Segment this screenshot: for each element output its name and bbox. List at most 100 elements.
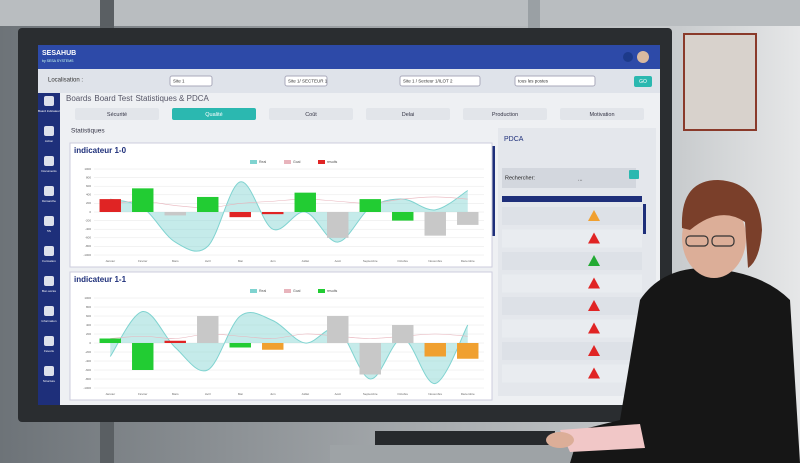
x-tick-label: Août [335,259,341,263]
tab[interactable] [75,108,159,120]
sidebar-icon[interactable] [44,366,54,376]
pdca-row [502,319,642,338]
legend-label: Real [259,289,266,293]
y-tick-label: 1000 [84,167,91,171]
desk [330,445,590,463]
bar [132,188,154,212]
x-tick-label: Septembre [363,392,378,396]
person-hand [546,432,574,448]
sidebar-icon[interactable] [44,126,54,136]
legend-swatch [284,160,291,164]
y-tick-label: -200 [85,350,91,354]
avatar[interactable] [637,51,649,63]
dropdown[interactable] [284,75,328,87]
chart-title: indicateur 1-0 [74,146,127,155]
dropdown[interactable] [514,75,596,87]
y-tick-label: -600 [85,236,91,240]
tab-label: Motivation [589,112,614,118]
status-icon [588,322,600,334]
tab[interactable] [463,108,547,120]
pdca-title: PDCA [504,136,524,143]
x-tick-label: Juin [270,392,276,396]
tab[interactable] [560,108,644,120]
legend-label: Real [259,160,266,164]
breadcrumb-item[interactable]: Boards [66,94,91,103]
y-tick-label: -1000 [83,386,91,390]
bar [327,212,349,238]
sidebar-icon[interactable] [44,186,54,196]
line [110,196,468,209]
tab[interactable] [366,108,450,120]
bar [197,316,219,343]
y-tick-label: -400 [85,227,91,231]
dropdown[interactable] [169,75,213,87]
tab-label: Coût [305,112,317,118]
tab[interactable] [269,108,353,120]
breadcrumb-item[interactable]: Board Test [94,94,133,103]
x-tick-label: Avril [205,259,211,263]
x-tick-label: Novembre [428,392,442,396]
tab[interactable] [172,108,256,120]
sidebar-icon[interactable] [44,306,54,316]
bar [424,343,446,357]
bar [99,338,121,343]
sidebar-icon[interactable] [44,96,54,106]
tab-label: Production [492,112,518,118]
tab-label: Qualité [205,112,222,118]
sidebar-icon[interactable] [44,246,54,256]
sidebar-icon[interactable] [44,276,54,286]
dropdown-label: Site 1 [173,79,185,84]
dropdown-label: Site 1/ SECTEUR 1 [288,79,328,84]
search-box [502,168,636,188]
x-tick-label: Janvier [105,392,115,396]
sidebar-label: Documents [41,169,57,173]
y-tick-label: 800 [86,305,91,309]
pdca-row [502,342,642,360]
y-tick-label: 600 [86,314,91,318]
sidebar-label: Formation [42,259,56,263]
x-tick-label: Juin [270,259,276,263]
sidebar-label: Bon accès [42,289,57,293]
x-tick-label: Août [335,392,341,396]
poster [683,33,757,131]
pdca-row [502,297,642,315]
bar [229,343,251,348]
x-tick-label: Mai [238,392,243,396]
tab-label: Sécurité [107,112,127,118]
y-tick-label: 400 [86,193,91,197]
chart-title: indicateur 1-1 [74,275,127,284]
search-button[interactable] [629,170,639,179]
notification-icon[interactable] [623,52,633,62]
y-tick-label: 600 [86,184,91,188]
person-body [570,268,800,463]
y-tick-label: -800 [85,377,91,381]
pdca-row [502,207,642,225]
scrollbar [643,204,646,234]
glasses [711,235,735,247]
sidebar-icon[interactable] [44,336,54,346]
breadcrumb: Boards Board Test Statistiques & PDCA [66,94,209,103]
brand-sub: by SESA SYSTEMS [42,59,74,63]
status-icon [588,277,600,289]
sidebar-icon[interactable] [44,216,54,226]
sidebar-label: Information [41,319,56,323]
line [109,311,469,384]
y-tick-label: -1000 [83,253,91,257]
sidebar-icon[interactable] [44,156,54,166]
legend-swatch [318,289,325,293]
filter-label: Localisation : [48,78,83,84]
status-icon [588,367,600,379]
y-tick-label: 0 [89,210,91,214]
dropdown[interactable] [399,75,481,87]
legend-swatch [284,289,291,293]
glasses [685,235,709,247]
brand: SESAHUB [42,50,76,57]
scrollbar [492,146,495,236]
y-tick-label: 400 [86,323,91,327]
pdca-row [502,364,642,383]
go-button[interactable] [634,76,652,87]
y-tick-label: -400 [85,359,91,363]
bar [99,199,121,212]
x-tick-label: Juillet [301,392,309,396]
sidebar-label: Structure [43,379,56,383]
